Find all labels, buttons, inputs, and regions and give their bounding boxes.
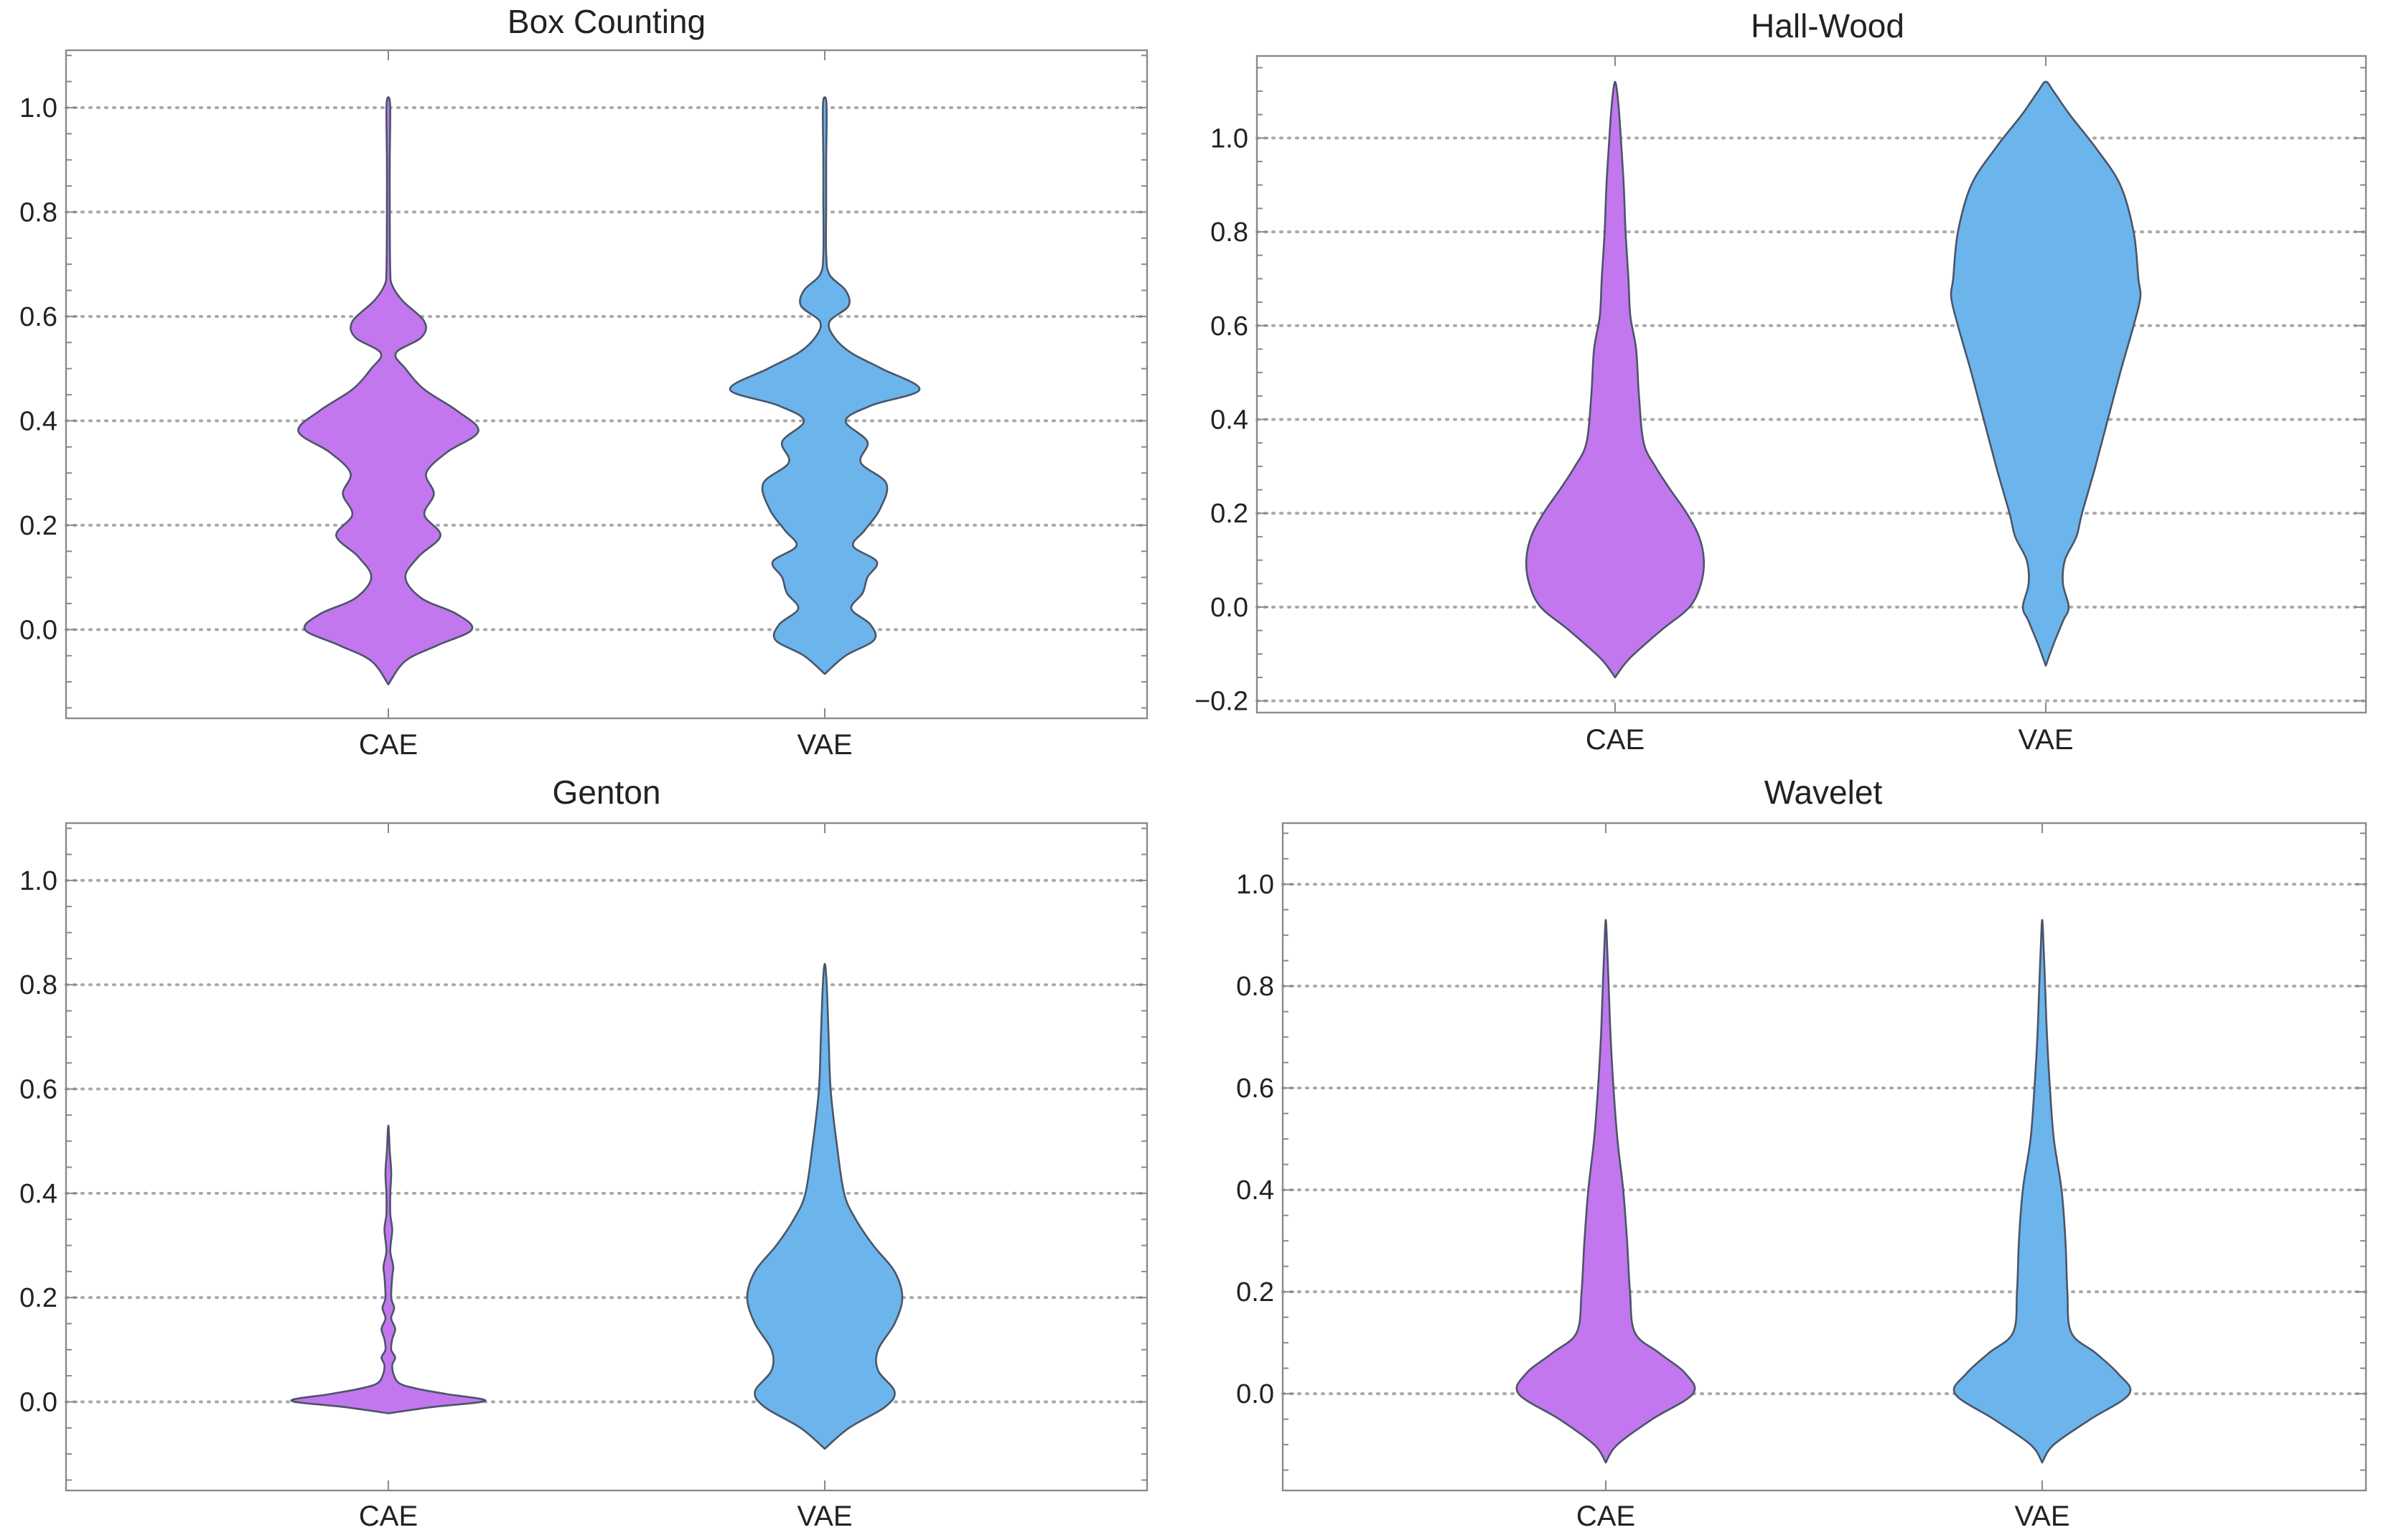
violin-vae — [1952, 919, 2132, 1464]
panel-title: Box Counting — [507, 3, 706, 40]
y-tick-label: 1.0 — [19, 866, 57, 896]
plot-frame — [65, 822, 1149, 1492]
y-tick-label: −0.2 — [1194, 687, 1248, 717]
violin-cae — [290, 1125, 487, 1414]
gridlines — [65, 106, 1149, 632]
violin-cae — [1515, 919, 1696, 1464]
plot-frame — [1281, 822, 2367, 1492]
y-tick-label: 1.0 — [1236, 870, 1274, 900]
category-label-cae: CAE — [1586, 724, 1645, 756]
panel-title: Genton — [553, 774, 661, 811]
violin-vae — [729, 96, 921, 675]
category-label-vae: VAE — [2018, 724, 2073, 756]
y-tick-label: 0.6 — [1236, 1074, 1274, 1104]
y-tick-label: 0.0 — [19, 615, 57, 645]
y-tick-label: 0.2 — [1210, 499, 1248, 529]
y-tick-label: 0.8 — [19, 197, 57, 227]
y-tick-label: 0.6 — [19, 302, 57, 332]
y-tick-label: 1.0 — [1210, 123, 1248, 154]
violin-cae — [1525, 80, 1706, 679]
gridlines — [65, 878, 1149, 1404]
y-tick-label: 0.4 — [19, 406, 57, 436]
y-tick-label: 0.6 — [1210, 311, 1248, 342]
category-label-vae: VAE — [797, 729, 852, 761]
panel-wavelet: Wavelet CAE VAE 0.0 0.2 0.4 0.6 0.8 1.0 — [1236, 774, 2367, 1532]
plot-frame — [1255, 55, 2367, 714]
violin-cae — [297, 96, 480, 685]
y-tick-label: 0.4 — [1236, 1175, 1274, 1206]
panel-genton: Genton CAE VAE 0.0 0.2 0.4 0.6 0.8 1.0 — [19, 774, 1149, 1532]
gridlines — [1255, 136, 2367, 703]
y-tick-label: 1.0 — [19, 93, 57, 123]
plot-frame — [65, 49, 1149, 720]
y-tick-label: 0.8 — [19, 970, 57, 1000]
y-tick-label: 0.0 — [1236, 1379, 1274, 1409]
y-tick-label: 0.4 — [19, 1179, 57, 1209]
y-tick-label: 0.2 — [1236, 1277, 1274, 1307]
y-tick-label: 0.0 — [19, 1387, 57, 1417]
category-label-vae: VAE — [2014, 1501, 2069, 1532]
category-label-cae: CAE — [359, 729, 418, 761]
y-tick-label: 0.8 — [1236, 972, 1274, 1002]
category-label-cae: CAE — [1576, 1501, 1635, 1532]
y-tick-label: 0.0 — [1210, 593, 1248, 623]
y-tick-label: 0.2 — [19, 511, 57, 541]
panel-title: Hall-Wood — [1751, 7, 1904, 44]
panel-box-counting: Box Counting CAE VAE 0.0 0.2 0.4 0.6 0.8 1.0 — [19, 3, 1149, 761]
panel-title: Wavelet — [1764, 774, 1883, 811]
violin-vae — [1950, 80, 2142, 667]
y-tick-label: 0.4 — [1210, 405, 1248, 436]
violin-vae — [746, 962, 904, 1450]
y-tick-label: 0.2 — [19, 1283, 57, 1313]
panel-hall-wood: Hall-Wood CAE VAE −0.2 0.0 0.2 0.4 0.6 0.8 1.0 — [1194, 7, 2367, 756]
y-tick-label: 0.8 — [1210, 217, 1248, 248]
gridlines — [1281, 883, 2367, 1396]
category-label-cae: CAE — [359, 1501, 418, 1532]
category-label-vae: VAE — [797, 1501, 852, 1532]
y-tick-label: 0.6 — [19, 1075, 57, 1105]
